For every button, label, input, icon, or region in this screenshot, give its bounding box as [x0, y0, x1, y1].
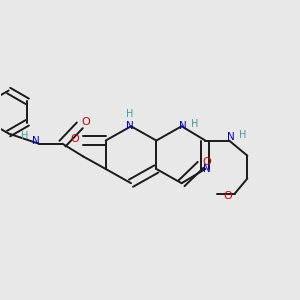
Text: O: O: [202, 157, 211, 167]
Text: N: N: [32, 136, 39, 146]
Text: N: N: [126, 121, 133, 131]
Text: O: O: [224, 190, 232, 200]
Text: O: O: [71, 134, 80, 144]
Text: N: N: [179, 121, 187, 131]
Text: O: O: [82, 117, 91, 127]
Text: H: H: [191, 119, 199, 129]
Text: H: H: [21, 131, 28, 141]
Text: H: H: [239, 130, 246, 140]
Text: H: H: [126, 109, 133, 119]
Text: N: N: [227, 132, 235, 142]
Text: N: N: [203, 164, 211, 174]
